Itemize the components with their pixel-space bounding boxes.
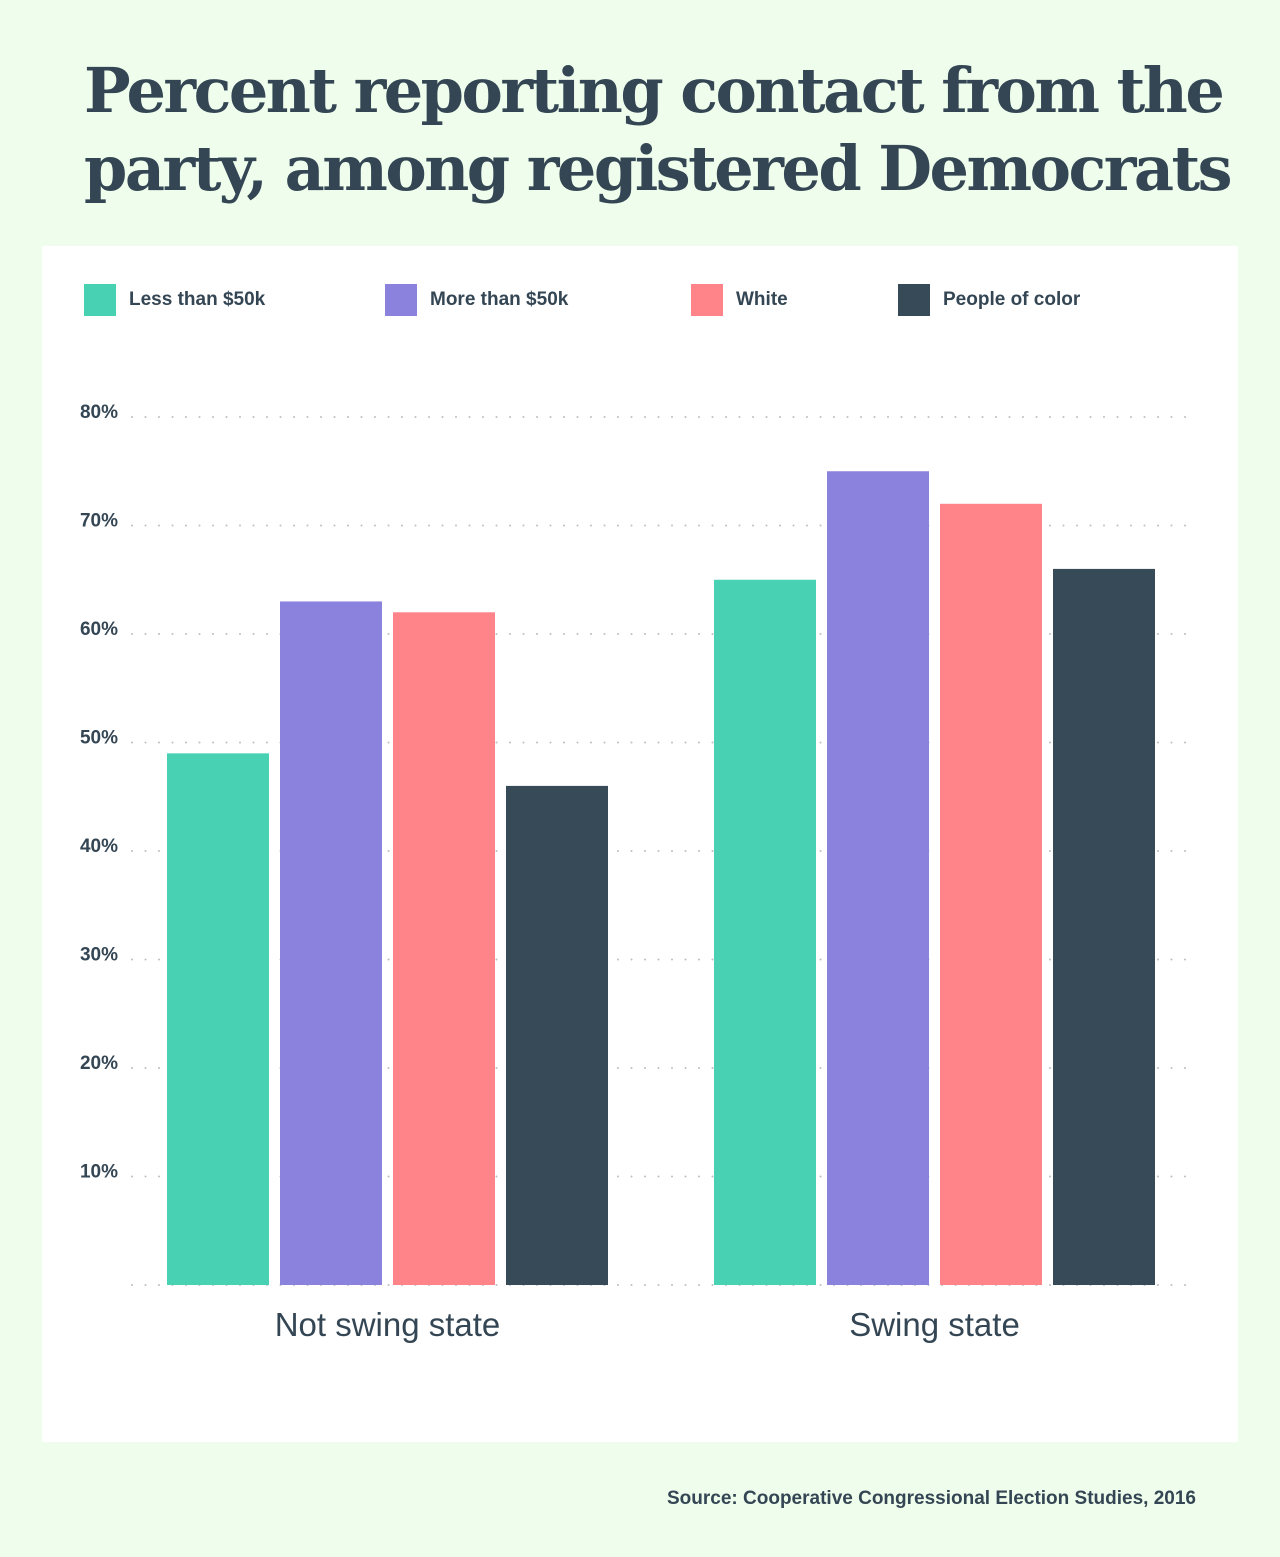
x-category-label: Not swing state <box>275 1306 501 1343</box>
chart-card: Less than $50k More than $50k White Peop… <box>42 246 1238 1442</box>
bar <box>940 503 1042 1285</box>
bar <box>167 753 269 1285</box>
y-tick-label: 60% <box>80 619 118 640</box>
y-tick-label: 30% <box>80 945 118 966</box>
legend-item-people-of-color: People of color <box>898 284 1080 316</box>
y-tick-label: 20% <box>80 1053 118 1074</box>
legend-label: Less than $50k <box>129 289 266 310</box>
y-tick-label: 80% <box>80 402 118 423</box>
bar <box>1053 568 1155 1285</box>
y-tick-label: 10% <box>80 1162 118 1183</box>
bar-chart: 10% 20% 30% 40% 50% 60% 70% 80% Not swing state S… <box>80 402 1193 1343</box>
legend-label: White <box>736 289 788 310</box>
source-note: Source: Cooperative Congressional Electi… <box>667 1488 1196 1509</box>
legend-swatch <box>691 284 723 316</box>
legend-label: More than $50k <box>430 289 569 310</box>
bar <box>280 601 382 1285</box>
legend-item-more-than-50k: More than $50k <box>385 284 568 316</box>
chart-title: Percent reporting contact from the party… <box>84 54 1233 205</box>
x-category-label: Swing state <box>849 1306 1020 1343</box>
legend-label: People of color <box>943 289 1081 310</box>
y-tick-label: 70% <box>80 511 118 532</box>
y-tick-label: 50% <box>80 728 118 749</box>
bar <box>393 612 495 1285</box>
bar <box>714 579 816 1285</box>
legend-swatch <box>898 284 930 316</box>
legend-item-white: White <box>691 284 788 316</box>
bar <box>506 785 608 1285</box>
legend-item-less-than-50k: Less than $50k <box>84 284 265 316</box>
legend: Less than $50k More than $50k White Peop… <box>42 284 1238 318</box>
bar <box>827 471 929 1285</box>
legend-swatch <box>385 284 417 316</box>
legend-swatch <box>84 284 116 316</box>
y-tick-label: 40% <box>80 836 118 857</box>
